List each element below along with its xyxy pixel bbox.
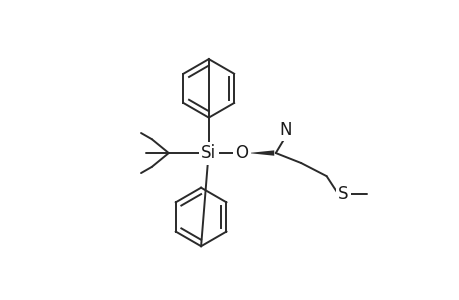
Text: Si: Si [201,144,216,162]
Polygon shape [247,150,274,156]
Text: S: S [337,185,348,203]
Text: O: O [235,144,248,162]
Text: N: N [279,121,291,139]
